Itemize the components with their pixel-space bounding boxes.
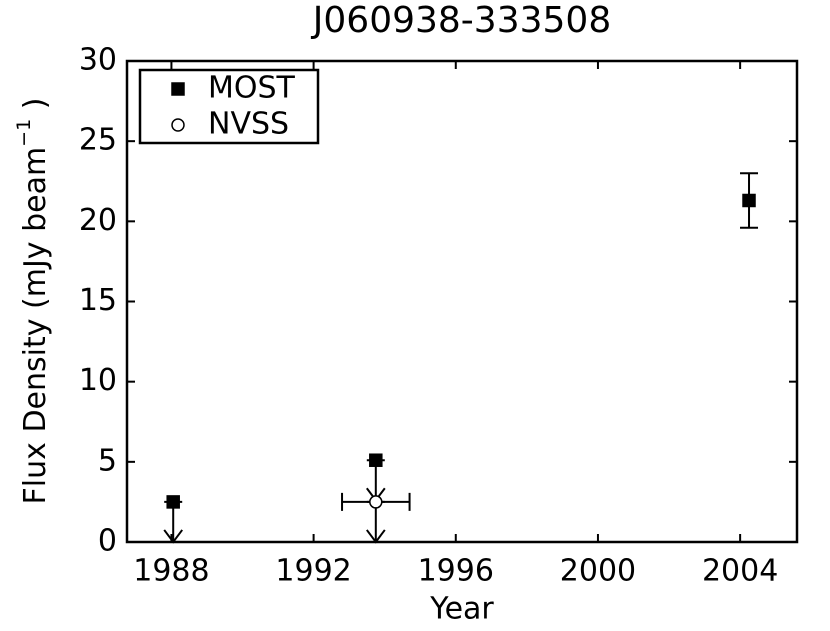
legend-label: NVSS bbox=[208, 107, 289, 142]
legend-label: MOST bbox=[208, 71, 296, 106]
y-axis-label: Flux Density (mJy beam−1 ) bbox=[13, 98, 53, 505]
y-axis-label-main: Flux Density (mJy beam bbox=[18, 147, 53, 505]
y-tick-label: 30 bbox=[79, 43, 117, 78]
point bbox=[742, 193, 756, 208]
y-tick-label: 15 bbox=[79, 283, 117, 318]
point bbox=[369, 453, 383, 467]
y-tick-label: 10 bbox=[79, 363, 117, 398]
y-tick-label: 20 bbox=[79, 203, 117, 238]
y-tick-label: 5 bbox=[98, 443, 117, 478]
point bbox=[171, 82, 185, 96]
x-tick-label: 1988 bbox=[133, 554, 209, 589]
x-axis-label: Year bbox=[429, 592, 494, 627]
chart-title: J060938-333508 bbox=[311, 0, 611, 41]
x-tick-label: 1992 bbox=[275, 554, 351, 589]
y-axis-label-sup: −1 bbox=[13, 119, 35, 147]
y-tick-label: 0 bbox=[98, 524, 117, 559]
x-tick-label: 2000 bbox=[560, 554, 636, 589]
legend-box bbox=[138, 68, 320, 145]
y-axis-label-end: ) bbox=[18, 98, 53, 119]
y-tick-label: 25 bbox=[79, 123, 117, 158]
x-tick-label: 1996 bbox=[418, 554, 494, 589]
x-tick-label: 2004 bbox=[702, 554, 778, 589]
point bbox=[171, 118, 185, 132]
point bbox=[166, 495, 180, 509]
point bbox=[369, 495, 383, 509]
